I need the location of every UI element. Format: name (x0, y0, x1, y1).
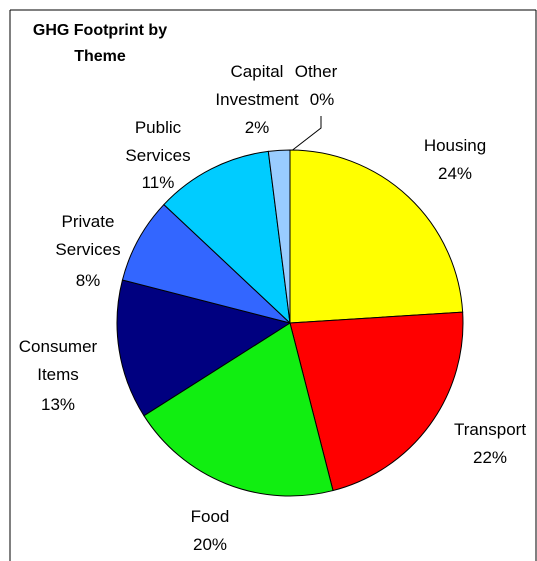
slice-label: Consumer Items (18, 337, 98, 384)
slice-label: Food (190, 507, 230, 526)
slice-percent: 2% (244, 118, 270, 137)
leader-line (289, 116, 322, 153)
slice-percent: 8% (75, 271, 101, 290)
pie-slice (289, 311, 464, 492)
slice-label: Capital Investment (215, 62, 299, 109)
pie-slice (289, 149, 464, 324)
pie-slice (143, 322, 334, 497)
pie-slice (116, 279, 292, 417)
slice-label: Private Services (55, 212, 121, 259)
slice-percent: 20% (192, 535, 228, 554)
slice-label: Other (294, 62, 338, 81)
pie-slice (163, 150, 291, 325)
slice-label: Transport (453, 420, 527, 439)
slice-label: Public Services (125, 118, 191, 165)
chart-title: GHG Footprint by Theme (32, 22, 168, 65)
slice-percent: 11% (141, 173, 175, 192)
slice-label: Housing (423, 136, 487, 155)
slice-percent: 24% (437, 164, 473, 183)
slice-percent: 13% (40, 395, 76, 414)
slice-percent: 0% (309, 90, 335, 109)
slice-percent: 22% (472, 448, 508, 467)
